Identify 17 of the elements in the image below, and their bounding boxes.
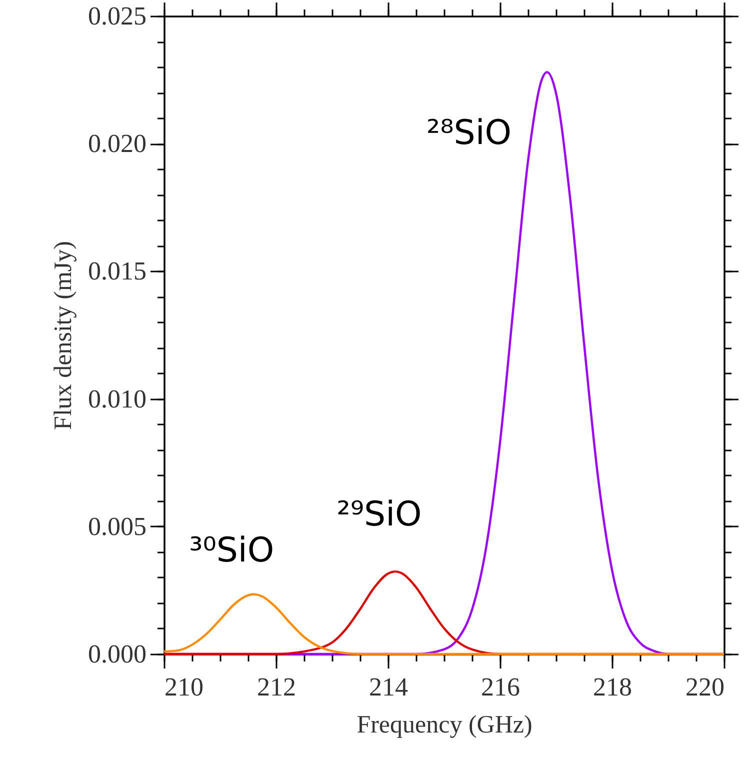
series-label: ²⁸SiO xyxy=(426,113,512,154)
x-axis-title: Frequency (GHz) xyxy=(356,712,532,738)
series-label: ³⁰SiO xyxy=(189,530,274,570)
series-label: ²⁹SiO xyxy=(336,494,422,535)
y-tick-label: 0.000 xyxy=(88,640,146,668)
x-tick-label: 218 xyxy=(593,672,632,702)
x-tick-label: 212 xyxy=(257,672,296,702)
y-tick-label: 0.020 xyxy=(88,129,146,158)
y-axis-title: Flux density (mJy) xyxy=(50,241,77,430)
x-tick-label: 220 xyxy=(686,672,724,702)
x-tick-label: 214 xyxy=(369,672,408,702)
y-tick-label: 0.015 xyxy=(88,256,146,286)
y-tick-label: 0.010 xyxy=(88,384,146,414)
x-tick-label: 210 xyxy=(164,672,204,702)
x-tick-label: 216 xyxy=(481,672,520,702)
y-tick-label: 0.025 xyxy=(88,2,146,30)
y-tick-label: 0.005 xyxy=(88,512,146,541)
